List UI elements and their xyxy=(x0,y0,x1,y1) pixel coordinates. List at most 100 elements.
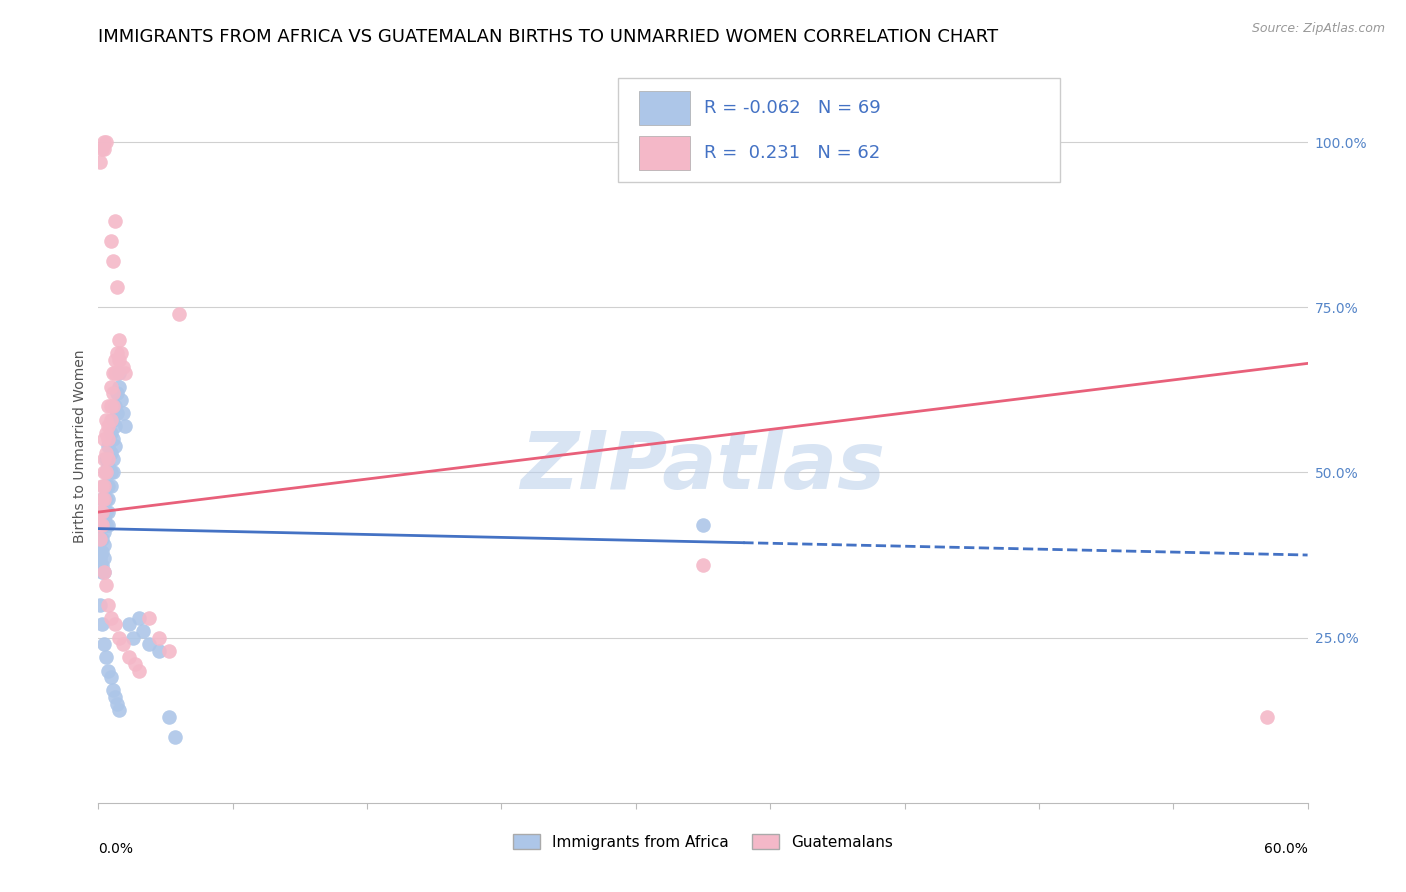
Bar xyxy=(638,136,690,169)
Point xyxy=(93,478,115,492)
Point xyxy=(100,611,122,625)
Point xyxy=(103,690,125,704)
Point xyxy=(124,657,146,671)
Point xyxy=(101,683,124,698)
Point xyxy=(105,346,128,360)
Text: Source: ZipAtlas.com: Source: ZipAtlas.com xyxy=(1251,22,1385,36)
Point xyxy=(93,142,115,156)
Point xyxy=(103,214,125,228)
Point xyxy=(101,466,124,480)
Point xyxy=(101,412,124,426)
Point xyxy=(118,650,141,665)
Point xyxy=(89,551,111,566)
Point xyxy=(97,458,120,473)
Point xyxy=(97,598,120,612)
Point xyxy=(91,532,114,546)
Point xyxy=(105,697,128,711)
Point xyxy=(138,637,160,651)
Point xyxy=(107,631,129,645)
Point xyxy=(97,452,120,467)
Point xyxy=(89,511,111,525)
Point xyxy=(692,518,714,533)
Point xyxy=(107,333,129,347)
Point xyxy=(89,154,111,169)
Point xyxy=(93,511,115,525)
Point xyxy=(148,631,170,645)
Point xyxy=(103,617,125,632)
Point xyxy=(167,307,190,321)
Point xyxy=(103,419,125,434)
Point xyxy=(97,478,120,492)
Point xyxy=(100,478,122,492)
Point xyxy=(93,565,115,579)
Point xyxy=(101,386,124,401)
Point xyxy=(101,367,124,381)
Point xyxy=(692,558,714,572)
Point xyxy=(96,518,118,533)
Point xyxy=(101,433,124,447)
Point xyxy=(91,505,114,519)
Point xyxy=(1256,710,1278,724)
Point xyxy=(91,518,114,533)
Text: 0.0%: 0.0% xyxy=(98,842,134,856)
Point xyxy=(93,433,115,447)
Point xyxy=(91,142,114,156)
Point xyxy=(107,353,129,368)
Point xyxy=(100,670,122,684)
Point xyxy=(96,445,118,459)
Point xyxy=(114,367,136,381)
Point xyxy=(96,650,118,665)
Point xyxy=(100,425,122,440)
Point xyxy=(97,491,120,506)
Point xyxy=(97,439,120,453)
Point xyxy=(97,433,120,447)
Point xyxy=(111,359,134,374)
Point xyxy=(91,505,114,519)
Point xyxy=(93,491,115,506)
Point xyxy=(97,419,120,434)
Point xyxy=(91,545,114,559)
Point xyxy=(91,565,114,579)
Point xyxy=(93,466,115,480)
Point xyxy=(96,505,118,519)
Point xyxy=(105,406,128,420)
Point xyxy=(107,367,129,381)
Point xyxy=(163,730,186,744)
Point xyxy=(91,491,114,506)
Point xyxy=(100,412,122,426)
Point xyxy=(111,406,134,420)
Point xyxy=(91,518,114,533)
Point xyxy=(89,532,111,546)
Point xyxy=(121,631,143,645)
Point xyxy=(93,478,115,492)
Point xyxy=(96,578,118,592)
Point xyxy=(128,664,150,678)
Point xyxy=(89,558,111,572)
Point xyxy=(93,135,115,149)
Point xyxy=(114,419,136,434)
Text: R = -0.062   N = 69: R = -0.062 N = 69 xyxy=(704,99,882,117)
Point xyxy=(103,367,125,381)
Point xyxy=(93,452,115,467)
Text: 60.0%: 60.0% xyxy=(1264,842,1308,856)
Point xyxy=(96,412,118,426)
FancyBboxPatch shape xyxy=(619,78,1060,182)
Point xyxy=(157,710,180,724)
Point xyxy=(105,367,128,381)
Point xyxy=(101,400,124,414)
Point xyxy=(100,466,122,480)
Point xyxy=(111,637,134,651)
Point xyxy=(91,617,114,632)
Point xyxy=(103,353,125,368)
Point xyxy=(96,466,118,480)
Point xyxy=(89,545,111,559)
Point xyxy=(93,565,115,579)
Point xyxy=(132,624,155,638)
Point xyxy=(93,505,115,519)
Point xyxy=(138,611,160,625)
Point xyxy=(89,505,111,519)
Point xyxy=(96,135,118,149)
Point xyxy=(101,452,124,467)
Point xyxy=(91,558,114,572)
Point xyxy=(105,280,128,294)
